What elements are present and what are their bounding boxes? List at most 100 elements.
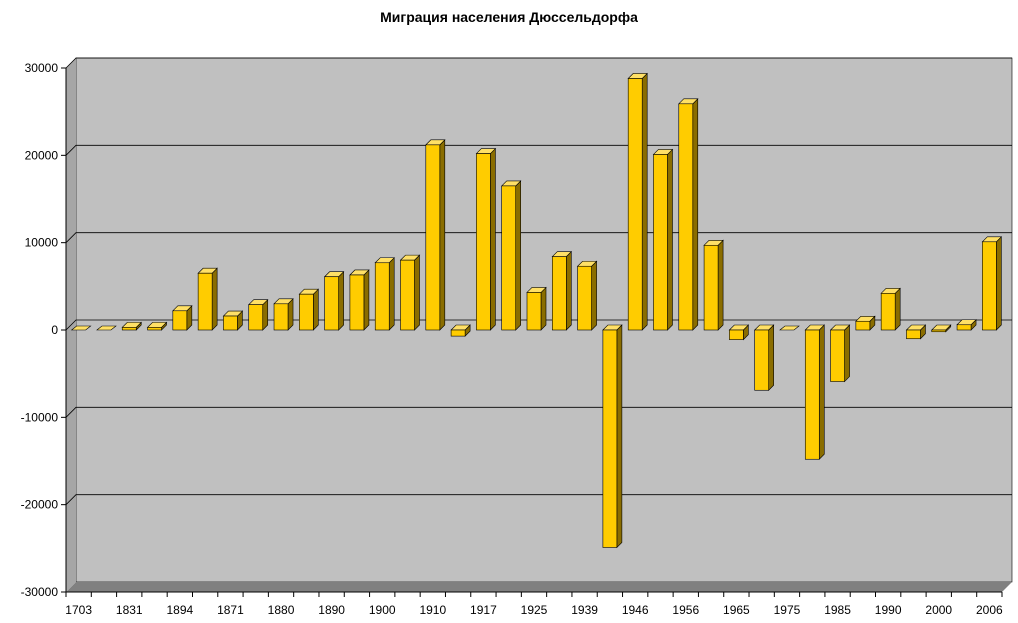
bar (222, 310, 244, 331)
gridlines (65, 57, 1012, 505)
bar (248, 298, 269, 331)
x-tick-label: 1917 (470, 603, 497, 617)
plot-floor (66, 582, 1012, 592)
bar-side (565, 250, 572, 331)
bar-front (931, 329, 947, 333)
bar-side (540, 286, 547, 331)
bar (551, 250, 573, 331)
bar (273, 298, 294, 331)
bar (374, 257, 395, 331)
bar-front (627, 78, 643, 331)
y-tick-label: -30000 (21, 585, 59, 599)
bar-side (363, 269, 370, 331)
bar-front (602, 329, 618, 548)
bar-front (400, 259, 415, 331)
bar-front (880, 293, 896, 331)
bar (905, 324, 927, 340)
bar-front (653, 154, 668, 331)
x-tick-label: 1894 (166, 603, 193, 617)
bar (956, 319, 977, 331)
bar-front (450, 329, 466, 337)
bar (323, 271, 345, 331)
bar (678, 98, 699, 331)
bar-front (425, 144, 441, 331)
bar (96, 325, 117, 331)
chart-title: Миграция населения Дюссельдорфа (380, 9, 638, 25)
bar-front (476, 153, 491, 331)
x-tick-label: 1985 (824, 603, 851, 617)
bar-side (692, 98, 699, 331)
bars (70, 72, 1003, 549)
bar-side (338, 271, 344, 331)
gridline (65, 232, 1012, 243)
bar-top (96, 325, 117, 331)
bar-front (577, 265, 592, 331)
bar-front (197, 272, 213, 331)
bar-side (844, 324, 850, 383)
bar-side (490, 147, 496, 331)
x-axis: 1703 1831 1894 1871 1880 1890 1900 1910 1917 1925… (65, 591, 1003, 617)
bar-side (768, 324, 774, 391)
bar-side (414, 254, 420, 331)
x-tick-label: 1956 (672, 603, 699, 617)
bar (627, 72, 648, 331)
x-tick-label: 1939 (571, 603, 598, 617)
bar-side (717, 239, 724, 331)
bar-front (678, 103, 694, 331)
bar-side (616, 324, 623, 549)
y-tick-label: 20000 (25, 148, 59, 162)
bar (981, 236, 1003, 331)
bar-front (703, 244, 719, 331)
bar-front (299, 293, 314, 331)
y-tick-label: 30000 (25, 61, 59, 75)
bar (576, 260, 598, 331)
bar-front (956, 324, 972, 331)
bar-top (779, 325, 800, 331)
x-tick-label: 1990 (875, 603, 902, 617)
y-tick-label: 0 (51, 323, 58, 337)
bar-front (248, 304, 264, 331)
bar (500, 180, 522, 331)
bar (602, 324, 623, 549)
x-tick-label: 1900 (369, 603, 396, 617)
bar-side (818, 324, 825, 460)
bar (804, 324, 825, 460)
x-tick-label: 1890 (318, 603, 345, 617)
bar (779, 325, 800, 331)
bar (652, 148, 674, 331)
y-tick-label: -10000 (21, 410, 59, 424)
x-tick-label: 1946 (622, 603, 649, 617)
bar (526, 286, 547, 331)
bar-front (273, 303, 289, 331)
x-tick-label: 1975 (774, 603, 801, 617)
x-tick-label: 1925 (521, 603, 548, 617)
bar (855, 315, 876, 331)
bar-front (855, 320, 871, 331)
bar-front (551, 256, 567, 331)
bar (349, 269, 370, 331)
x-tick-label: 2006 (976, 603, 1003, 617)
gridline (65, 144, 1012, 156)
bar (197, 267, 218, 331)
bar-front (982, 241, 997, 331)
bar (753, 324, 775, 391)
bar-side (515, 180, 522, 331)
bar (931, 324, 952, 333)
y-tick-label: 10000 (25, 236, 59, 250)
bar-front (172, 310, 188, 331)
bar-side (211, 267, 218, 331)
bar-front (223, 315, 238, 331)
bar-front (349, 274, 365, 331)
bar-top (70, 325, 92, 331)
bar-front (729, 329, 744, 340)
bar (728, 324, 750, 341)
bar (475, 147, 497, 331)
bar (399, 254, 421, 331)
bar-front (830, 329, 845, 382)
bar-front (324, 276, 339, 331)
x-tick-label: 2000 (925, 603, 952, 617)
gridline (65, 319, 1012, 331)
bar-side (388, 257, 395, 331)
bar-side (641, 72, 648, 331)
x-tick-label: 1703 (65, 603, 92, 617)
